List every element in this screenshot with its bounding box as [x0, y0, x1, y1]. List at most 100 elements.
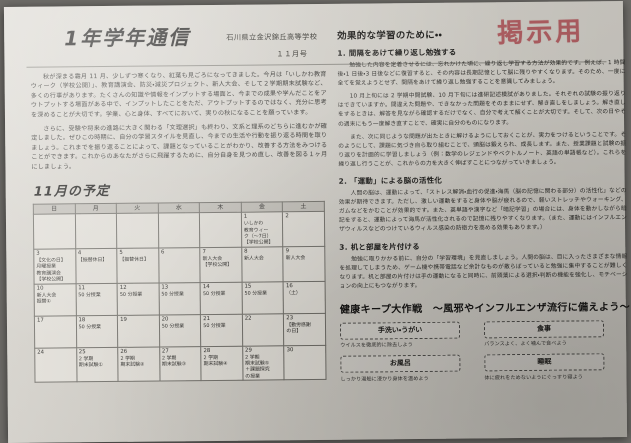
calendar-day-number: 10 [36, 285, 44, 292]
calendar-event: 新人大会 [244, 255, 264, 262]
health-tip-caption: しっかり湯船に浸かり身体を温めよう [340, 375, 429, 383]
calendar-day-number: 14 [202, 283, 210, 290]
calendar-day-cell: 2 [282, 211, 325, 247]
calendar-event: 50 分授業 [78, 323, 102, 330]
calendar-day-number: 9 [285, 248, 290, 255]
issue-number: １１月号 [276, 49, 308, 59]
calendar-day-cell: 25 2 学期 期末試験① [76, 346, 119, 383]
health-tip-label: お風呂 [340, 354, 461, 374]
calendar-day-number: 25 [78, 348, 86, 355]
calendar-event: 50 分授業 [78, 291, 101, 298]
calendar-day-cell: 3 【文化の日】 月曜授業 教育講演会 【学校公開】 [33, 248, 76, 284]
calendar-day-cell [116, 213, 159, 249]
calendar-day-cell: 7 新人大会 【学校公開】 [199, 246, 242, 283]
calendar-day-cell: 11 50 分授業 [75, 282, 118, 316]
study-paragraph: 人間の脳は、運動によって、「ストレス解消・血行の促進・海馬（脳の記憶に関わる部分… [338, 188, 628, 234]
calendar-day-cell: 13 50 分授業 [158, 282, 201, 315]
calendar-day-cell: 12 50 分授業 [117, 282, 160, 315]
study-sections: 1. 間隔をあけて繰り返し勉強する 勉強した内容を定着させるには、忘れかけた頃に… [337, 45, 627, 292]
calendar-event: 期末試験① [78, 362, 103, 369]
calendar-day-cell: 15 50 分授業 [241, 281, 284, 314]
calendar-day-cell: 17 [34, 315, 77, 348]
calendar-day-number: 7 [202, 248, 206, 255]
calendar-day-number: 19 [120, 316, 127, 323]
calendar-day-number: 20 [161, 315, 169, 322]
calendar-day-cell: 18 50 分授業 [75, 314, 118, 348]
calendar-day-number: 15 [244, 283, 252, 290]
calendar-day-cell: 22 [242, 313, 285, 346]
school-name: 石川県立金沢錦丘高等学校 [226, 31, 318, 42]
calendar-event: 50 分授業 [202, 290, 226, 297]
health-tip: 睡眠体に疲れをためないようにぐっすり寝よう [484, 353, 628, 381]
masthead: 1年学年通信 [64, 20, 364, 52]
calendar-week-row: 3 【文化の日】 月曜授業 教育講演会 【学校公開】 4 【振替休日】 5 【振替休日】 6 7 新人… [33, 246, 326, 284]
health-tip: お風呂 しっかり湯船に浸かり身体を温めよう [340, 354, 484, 383]
calendar-weekday-土: 土 [282, 201, 325, 212]
calendar-day-cell: 20 50 分授業 [159, 314, 201, 347]
calendar-event: 50 分授業 [161, 290, 184, 298]
health-tip-label: 手洗い・うがい [339, 321, 461, 340]
study-paragraph: 勉強に取りかかる前に、自分の「学習環境」を見直しましょう。人間の脳は、目に入った… [339, 253, 628, 290]
calendar-day-cell: 28 2 学期 期末試験④ [200, 345, 243, 381]
calendar-day-number: 3 [36, 250, 40, 257]
calendar-day-cell [199, 212, 242, 248]
left-column: 秋が深まる霜月 11 月、少しずつ寒くなり、紅葉も見ごろになってきました。今月は… [31, 70, 330, 383]
calendar-day-cell [158, 212, 200, 248]
calendar-day-cell: 4 【振替休日】 [75, 248, 118, 284]
calendar-weekday-火: 火 [116, 203, 159, 214]
calendar-event: 50 分授業 [203, 322, 226, 329]
calendar-event: 【学校公開】 [243, 239, 274, 247]
calendar-event: 期末試験③ [162, 361, 187, 368]
study-heading: 効果的な学習のために・・ [337, 29, 443, 42]
calendar-day-number: 27 [161, 347, 169, 354]
health-tip-label: 食事 [483, 320, 605, 339]
intro-paragraph: 秋が深まる霜月 11 月、少しずつ寒くなり、紅葉も見ごろになってきました。今月は… [30, 70, 327, 119]
calendar-day-number: 8 [244, 248, 248, 255]
calendar-day-cell: 8 新人大会 [241, 246, 284, 282]
calendar-day-number: 29 [245, 347, 252, 354]
calendar-day-number: 4 [77, 250, 82, 257]
calendar-day-cell: 21 50 分授業 [200, 313, 243, 347]
newsletter-page: 1年学年通信 石川県立金沢錦丘高等学校 １１月号 掲示用 秋が深まる霜月 11 … [4, 1, 630, 443]
intro-paragraph: さらに、受験や将来の進路に大きく関わる「文理選択」も終わり、文系と理系のどちらに… [31, 122, 328, 171]
paper-sheet: 1年学年通信 石川県立金沢錦丘高等学校 １１月号 掲示用 秋が深まる霜月 11 … [3, 1, 630, 443]
calendar-week-row: 24 25 2 学期 期末試験① 26 2 学期 期末試験② 27 2 学期 期末試験③ 28 2 学… [34, 344, 327, 383]
calendar-event: の日】 [286, 328, 302, 335]
health-tip: 食事 バランスよく、よく噛んで食べよう [483, 320, 628, 348]
calendar-day-number: 2 [285, 213, 289, 220]
calendar-day-cell: 30 [284, 344, 327, 381]
calendar-day-cell: 10 新人大会 振替① [34, 283, 76, 316]
calendar-title: 11月の予定 [33, 184, 110, 200]
calendar-day-number: 16 [285, 282, 293, 289]
study-paragraph: 10 月上旬には 2 学期中間試験、10 月下旬には進研記述模試がありました。そ… [337, 91, 626, 128]
calendar-event: 振替① [36, 298, 51, 305]
calendar-day-number: 12 [119, 284, 127, 291]
calendar-weekday-木: 木 [199, 202, 242, 213]
calendar-day-number: 1 [243, 213, 248, 220]
calendar-day-number: 17 [36, 317, 44, 324]
calendar-event: 期末試験② [120, 361, 145, 368]
calendar-event: 【振替休日】 [119, 256, 149, 263]
calendar-weekday-水: 水 [157, 202, 200, 214]
calendar-week-row: 17 18 50 分授業 19 20 50 分授業 21 50 分授業 22 23 【勤労感謝 の日】 [34, 312, 326, 348]
calendar-day-number: 13 [161, 283, 169, 290]
calendar-day-cell: 23 【勤労感謝 の日】 [283, 312, 326, 346]
calendar-day-cell: 5 【振替休日】 [116, 247, 159, 283]
health-tip-label: 睡眠 [484, 353, 605, 372]
health-tip-caption: 体に疲れをためないようにぐっすり寝よう [484, 374, 584, 382]
calendar-week-row: 1 いしかわ 教育ウィー ク（～7日） 【学校公開】 2 [33, 211, 325, 249]
calendar-day-number: 30 [286, 346, 294, 353]
calendar-day-number: 21 [203, 315, 211, 322]
calendar-week-row: 10 新人大会 振替① 11 50 分授業 12 50 分授業 13 50 分授業 14 50 分授… [34, 280, 326, 316]
health-tip-caption: ウイルスを徹底的に除去しよう [340, 342, 413, 350]
calendar-event: 【学校公開】 [36, 276, 66, 283]
calendar-day-cell: 19 [117, 314, 160, 347]
calendar-day-cell: 1 いしかわ 教育ウィー ク（～7日） 【学校公開】 [241, 211, 284, 247]
calendar-day-cell: 6 [158, 247, 201, 283]
calendar-event: 期末試験④ [203, 360, 228, 368]
study-section-title: 1. 間隔をあけて繰り返し勉強する [337, 47, 457, 58]
calendar-day-number: 22 [244, 315, 252, 322]
calendar-day-cell: 24 [34, 347, 77, 383]
calendar-event: （土） [286, 289, 301, 296]
calendar-day-number: 23 [286, 314, 294, 321]
